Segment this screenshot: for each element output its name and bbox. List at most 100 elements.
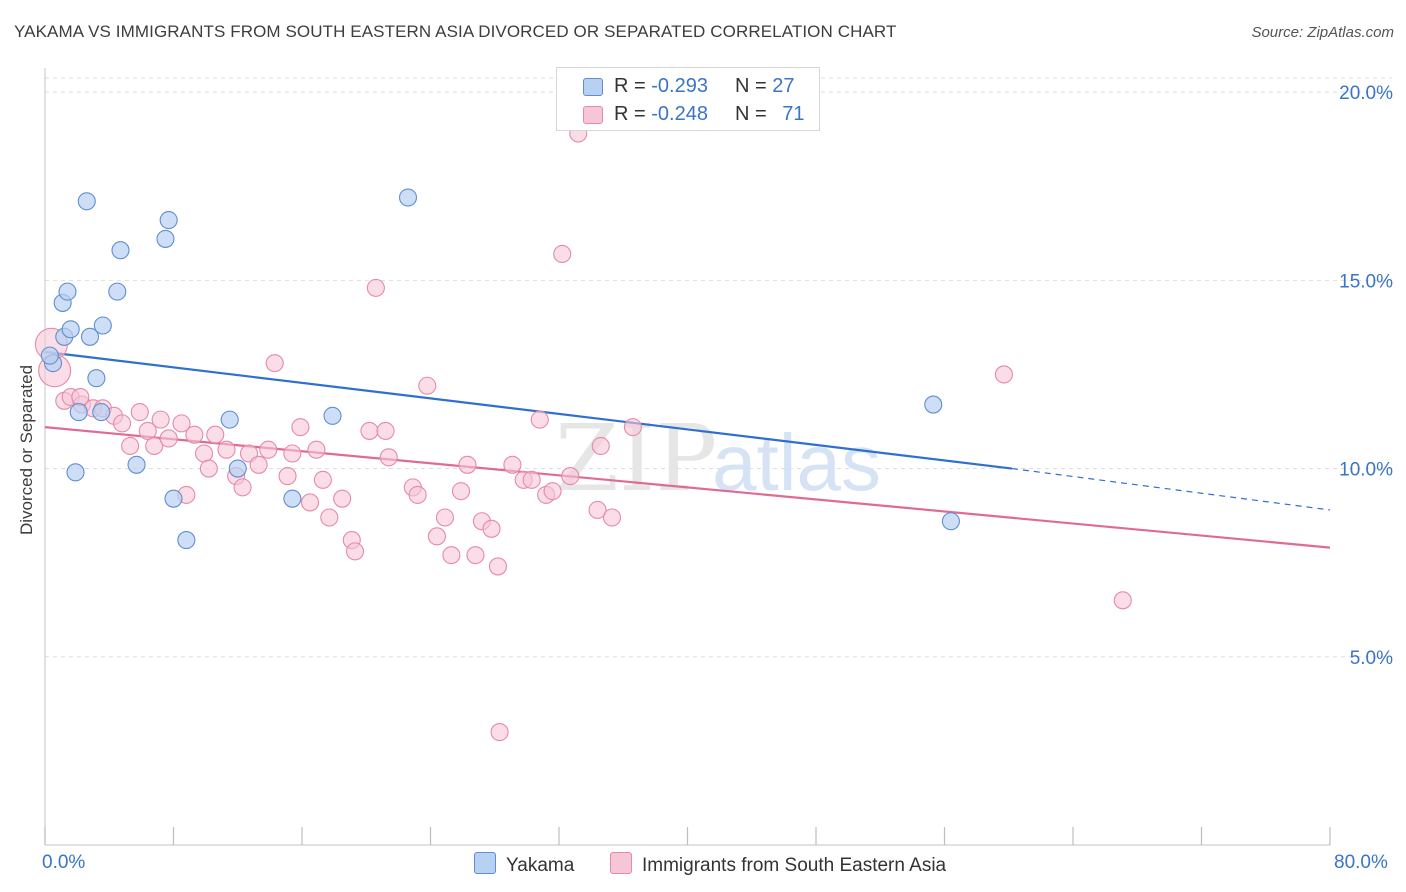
yakama-point [93,316,112,335]
yakama-point [283,489,302,508]
sea-point [300,493,320,512]
yakama-point [69,403,88,422]
sea-point [151,410,170,429]
sea-trend-line [44,426,1331,549]
sea-swatch [583,106,603,124]
y-tick-label: 5.0% [1350,648,1393,669]
yakama-point [111,241,130,260]
n-stat: N = 71 [735,103,805,125]
sea-point [408,485,427,504]
sea-point [1113,591,1132,610]
yakama-point [228,459,247,478]
n-stat: N = 27 [735,75,795,97]
sea-point [553,244,572,264]
r-value: -0.293 [651,75,708,97]
sea-point [291,418,310,437]
sea-legend-swatch [610,852,632,874]
sea-point [265,354,284,373]
yakama-legend-swatch [474,852,496,874]
sea-point [458,455,477,474]
sea-point [376,421,395,440]
sea-point [313,470,332,489]
sea-point [530,410,549,429]
sea-point [333,489,352,508]
sea-point [994,365,1013,384]
sea-point [543,482,562,501]
r-value: -0.248 [651,103,708,125]
yakama-trend-line [44,350,1013,470]
sea-point [451,482,471,501]
y-tick-labels: 5.0% 10.0% 15.0% 20.0% [1339,83,1393,669]
sea-point [138,421,157,440]
sea-point [488,557,508,576]
sea-point [503,455,522,474]
sea-point [490,723,509,742]
sea-point [522,470,541,489]
watermark: ZIP atlas [555,405,881,512]
sea-point [172,414,191,433]
sea-point [121,436,140,456]
sea-point [435,508,455,527]
trend-lines [44,350,1331,549]
sea-point [71,387,90,407]
yakama-point [159,211,178,230]
y-tick-label: 10.0% [1339,460,1393,481]
yakama-point [77,192,96,211]
y-tick-label: 15.0% [1339,271,1393,292]
yakama-point [398,188,418,207]
correlation-legend: R = -0.293 N = 27 R = -0.248 N = 71 [556,67,820,131]
yakama-point [80,327,100,346]
legend-item-yakama: Yakama [474,852,574,877]
yakama-point [220,410,239,429]
yakama-point [40,346,59,365]
yakama-point [61,320,80,339]
sea-point [259,440,278,459]
sea-point [418,376,437,395]
source-credit: Source: ZipAtlas.com [1251,24,1394,41]
sea-point [588,500,607,520]
sea-point [345,542,365,561]
x-tick-min: 0.0% [42,852,86,873]
yakama-point [924,395,943,414]
r-stat: R = -0.293 [614,75,708,97]
yakama-trend-extension [1011,467,1331,511]
yakama-point [941,512,960,531]
yakama-point [177,531,196,550]
watermark-atlas: atlas [712,418,881,507]
sea-point [130,403,149,422]
yakama-point [92,403,111,422]
sea-point [442,546,461,565]
sea-point [366,278,385,297]
n-value: 27 [772,75,795,97]
sea-point [591,436,610,456]
sea-point [379,448,398,467]
legend-item-sea: Immigrants from South Eastern Asia [610,852,946,877]
legend-label: Immigrants from South Eastern Asia [642,855,947,876]
sea-point [623,418,642,437]
sea-point [206,425,225,444]
sea-point [159,429,178,448]
sea-point [427,527,446,546]
x-tick-max: 80.0% [1334,852,1388,873]
yakama-point [164,489,183,508]
sea-point [233,478,252,497]
sea-point [466,546,485,565]
grid-lines [45,77,1392,658]
legend-row-yakama: R = -0.293 N = 27 [557,72,819,100]
sea-point [249,455,268,474]
sea-point [307,440,326,459]
sea-point [145,436,164,456]
yakama-point [66,463,85,482]
sea-point [320,508,339,527]
yakama-point [87,369,106,388]
n-value: 71 [782,103,805,125]
yakama-point [323,406,342,425]
sea-point [278,467,297,486]
sea-point [194,444,214,463]
chart-title: YAKAMA VS IMMIGRANTS FROM SOUTH EASTERN … [14,22,897,41]
sea-point [482,519,501,538]
data-points [34,124,1132,742]
sea-point [199,459,218,478]
yakama-swatch [583,78,603,96]
